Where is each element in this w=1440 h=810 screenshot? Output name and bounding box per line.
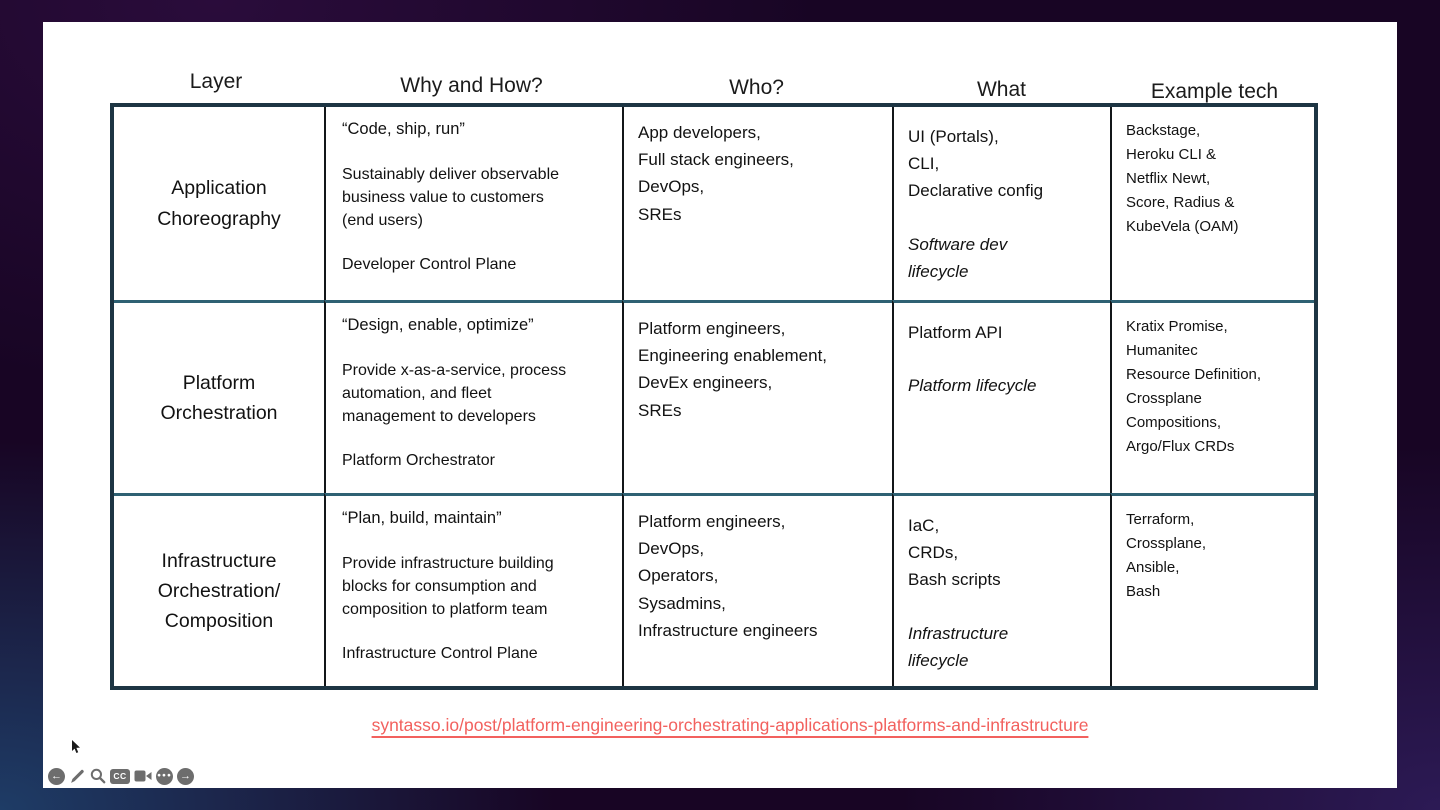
table-column-headers: Layer Why and How? Who? What Example tec… <box>110 70 1318 104</box>
row1-why-cell: “Code, ship, run” Sustainably deliver ob… <box>324 107 622 300</box>
row3-what-cell: IaC, CRDs, Bash scripts Infrastructure l… <box>892 493 1110 686</box>
column-header-who: Who? <box>729 76 784 99</box>
column-header-why-and-how: Why and How? <box>400 74 543 97</box>
row3-why-quote: “Plan, build, maintain” <box>342 509 502 527</box>
column-header-layer: Layer <box>189 70 243 93</box>
row3-layer-cell: Infrastructure Orchestration/ Compositio… <box>114 493 324 686</box>
row1-lifecycle-note: Software dev lifecycle <box>908 234 1008 281</box>
row1-why-tool: Developer Control Plane <box>342 256 517 274</box>
row2-why-quote: “Design, enable, optimize” <box>342 316 534 334</box>
camera-button[interactable] <box>134 769 152 783</box>
row1-who-cell: App developers, Full stack engineers, De… <box>622 107 892 300</box>
row3-who-cell: Platform engineers, DevOps, Operators, S… <box>622 493 892 686</box>
platform-layers-table: Application Choreography “Code, ship, ru… <box>110 103 1318 690</box>
column-header-what: What <box>976 78 1026 101</box>
row2-why-cell: “Design, enable, optimize” Provide x-as-… <box>324 300 622 493</box>
source-link[interactable]: syntasso.io/post/platform-engineering-or… <box>371 715 1089 735</box>
row2-what-cell: Platform API Platform lifecycle <box>892 300 1110 493</box>
pen-button[interactable] <box>69 768 86 785</box>
more-options-button[interactable]: ●●● <box>156 767 173 785</box>
row1-tech-cell: Backstage, Heroku CLI & Netflix Newt, Sc… <box>1110 107 1314 300</box>
row1-layer-cell: Application Choreography <box>157 177 281 230</box>
row3-why-tool: Infrastructure Control Plane <box>342 645 538 663</box>
row2-lifecycle-note: Platform lifecycle <box>908 376 1037 396</box>
row2-what-list: Platform API <box>908 323 1003 342</box>
camera-icon <box>134 770 152 782</box>
magnifier-icon <box>90 768 106 784</box>
row1-what-list: UI (Portals), CLI, Declarative config <box>908 127 1044 201</box>
source-link-container: syntasso.io/post/platform-engineering-or… <box>110 715 1350 736</box>
row3-what-list: IaC, CRDs, Bash scripts <box>908 516 1001 590</box>
row2-why-body: Provide x-as-a-service, process automati… <box>342 362 567 426</box>
row1-what-cell: UI (Portals), CLI, Declarative config So… <box>892 107 1110 300</box>
row2-tech-cell: Kratix Promise, Humanitec Resource Defin… <box>1110 300 1314 493</box>
row1-why-body: Sustainably deliver observable business … <box>342 166 560 230</box>
mouse-cursor <box>71 740 82 754</box>
next-slide-button[interactable]: → <box>177 767 194 785</box>
magnify-button[interactable] <box>90 768 106 784</box>
previous-slide-button[interactable]: ← <box>48 767 65 785</box>
row2-why-tool: Platform Orchestrator <box>342 452 495 470</box>
row1-why-quote: “Code, ship, run” <box>342 120 465 138</box>
presenter-toolbar: ← CC ●●● → <box>48 766 194 786</box>
row2-layer-cell: Platform Orchestration <box>114 300 324 493</box>
row3-tech-cell: Terraform, Crossplane, Ansible, Bash <box>1110 493 1314 686</box>
closed-captions-button[interactable]: CC <box>110 768 130 784</box>
slide-canvas: Layer Why and How? Who? What Example tec… <box>43 22 1397 788</box>
row2-who-cell: Platform engineers, Engineering enableme… <box>622 300 892 493</box>
row3-lifecycle-note: Infrastructure lifecycle <box>908 623 1009 670</box>
cursor-arrow-icon <box>72 740 80 753</box>
pen-icon <box>71 769 84 783</box>
row3-why-cell: “Plan, build, maintain” Provide infrastr… <box>324 493 622 686</box>
row3-why-body: Provide infrastructure building blocks f… <box>342 555 554 619</box>
column-header-example-tech: Example tech <box>1150 80 1279 103</box>
